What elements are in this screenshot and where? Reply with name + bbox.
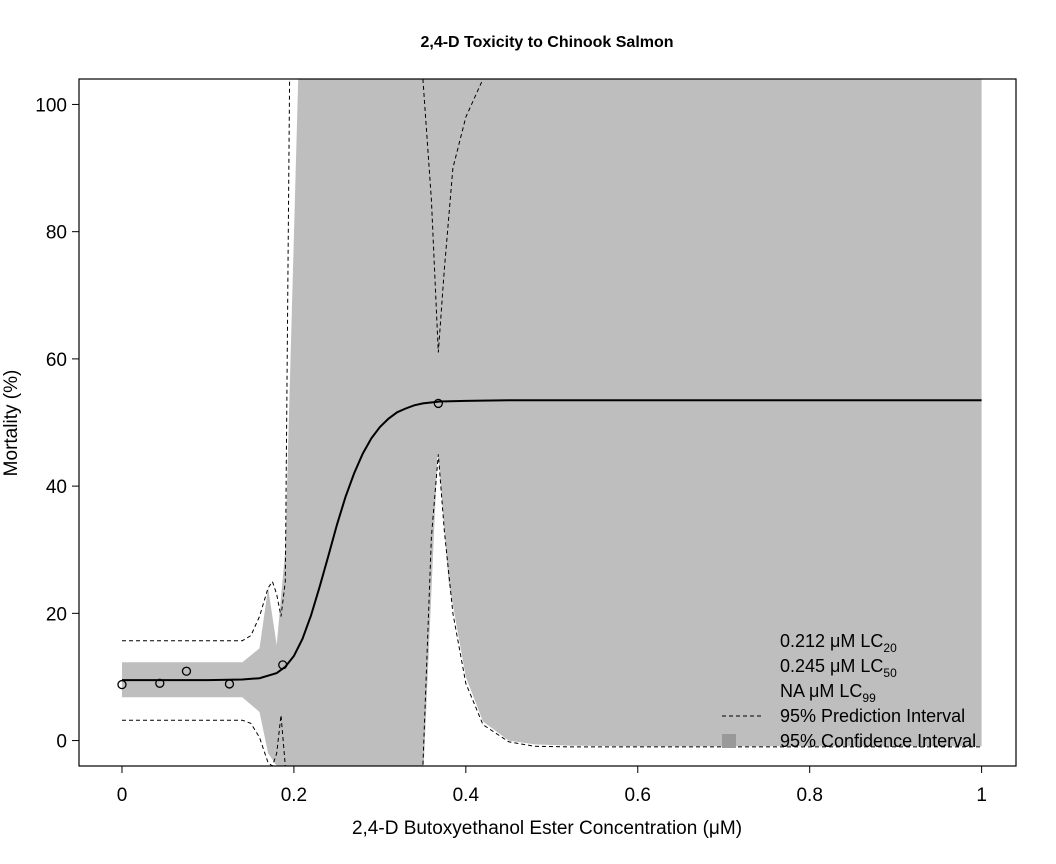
confidence-band-layer — [122, 79, 982, 766]
legend-entry-text: 95% Prediction Interval — [780, 706, 965, 726]
y-axis: 0 20 40 60 80 100 — [35, 95, 80, 753]
x-tick-label: 0.6 — [625, 785, 651, 806]
prediction-interval-layer — [122, 79, 982, 766]
data-point — [117, 679, 127, 690]
y-tick-label: 0 — [56, 732, 67, 753]
prediction-upper-line — [122, 79, 982, 642]
data-point — [433, 398, 443, 409]
y-tick-label: 40 — [46, 477, 67, 498]
fit-curve-layer — [122, 399, 982, 682]
y-tick-label: 100 — [35, 95, 67, 116]
y-axis-label: Mortality (%) — [1, 370, 22, 477]
chart-title: 2,4-D Toxicity to Chinook Salmon — [420, 34, 673, 51]
data-point — [278, 660, 288, 670]
prediction-lower-line — [122, 454, 982, 766]
data-point — [181, 666, 192, 676]
data-points-layer — [117, 398, 443, 690]
x-axis: 0 0.2 0.4 0.6 0.8 1 — [117, 765, 987, 806]
x-tick-label: 0 — [117, 785, 128, 806]
x-tick-label: 0.4 — [453, 785, 480, 806]
y-tick-label: 80 — [46, 223, 67, 244]
confidence-band — [122, 79, 982, 766]
x-tick-label: 1 — [976, 785, 987, 806]
legend-subscript: 20 — [883, 641, 897, 655]
y-tick-label: 60 — [46, 350, 67, 371]
y-tick-label: 20 — [46, 604, 67, 625]
legend-grey-square-symbol — [722, 734, 736, 748]
x-tick-label: 0.2 — [281, 785, 307, 806]
x-tick-label: 0.8 — [796, 785, 822, 806]
data-point — [224, 679, 235, 689]
fit-curve — [122, 399, 982, 682]
legend-entry-text: 95% Confidence Interval — [780, 731, 976, 751]
legend-subscript: 50 — [883, 666, 897, 680]
legend-subscript: 99 — [862, 691, 876, 705]
x-axis-label: 2,4-D Butoxyethanol Ester Concentration … — [352, 818, 742, 839]
data-point — [155, 678, 165, 688]
